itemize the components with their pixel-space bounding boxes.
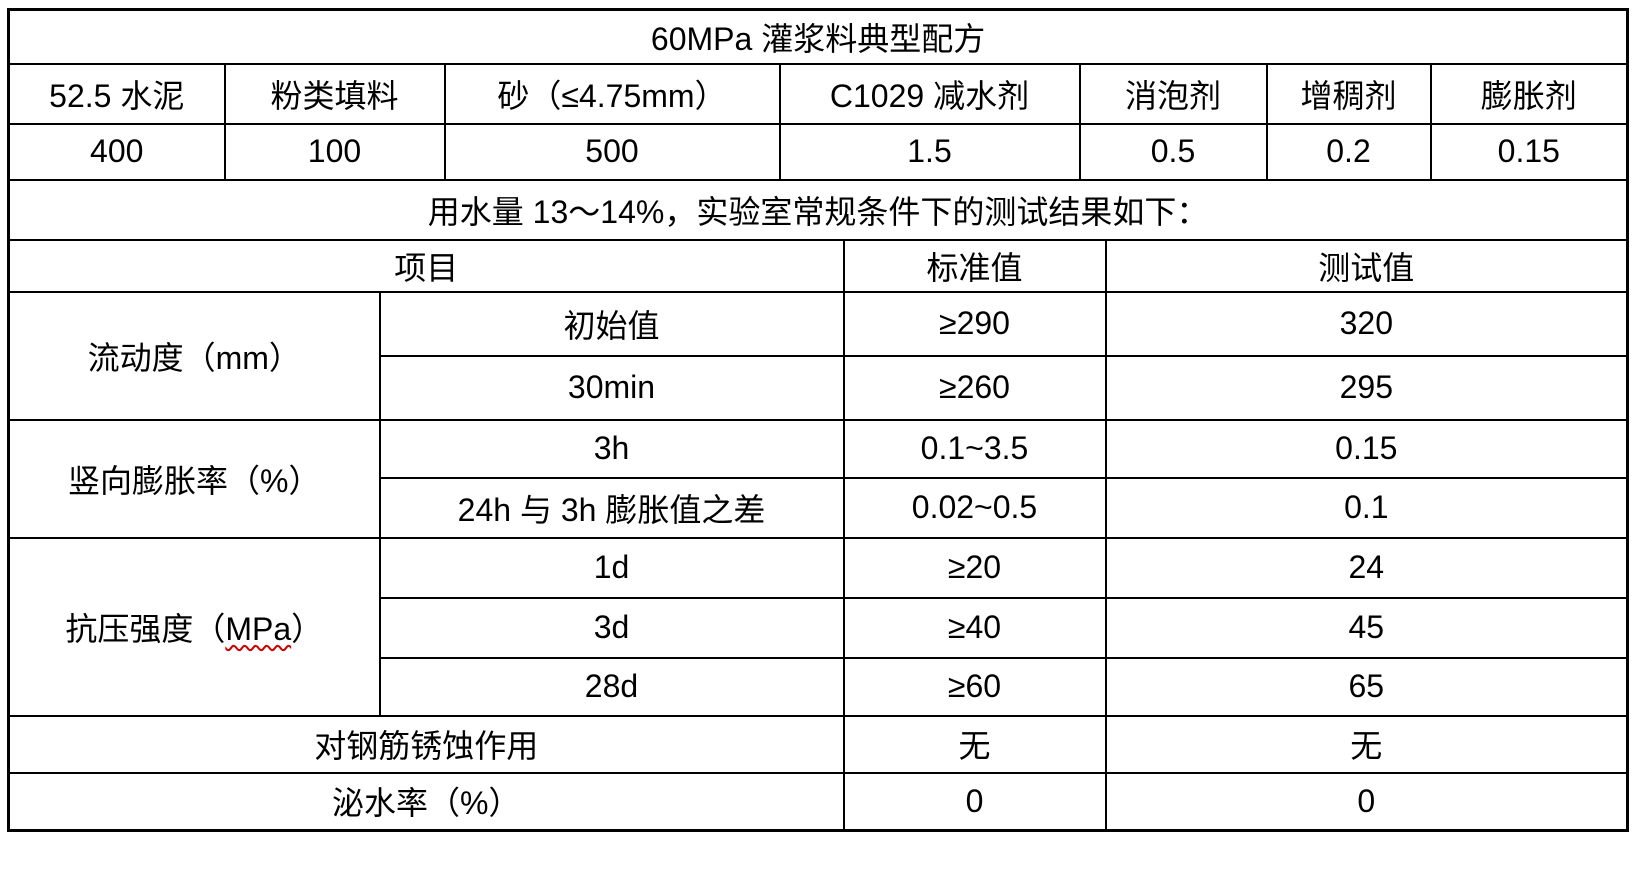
grout-formula-table: 60MPa 灌浆料典型配方 52.5 水泥 粉类填料 砂（≤4.75mm） C1… xyxy=(7,8,1630,832)
item-1d: 1d xyxy=(378,536,845,599)
standard-bleeding-rate: 0 xyxy=(842,771,1107,832)
test-bleeding-rate: 0 xyxy=(1104,771,1629,832)
item-28d: 28d xyxy=(378,656,845,717)
formula-header-expander: 膨胀剂 xyxy=(1429,62,1629,125)
standard-1d: ≥20 xyxy=(842,536,1107,599)
standard-30min: ≥260 xyxy=(842,354,1107,421)
standard-3d: ≥40 xyxy=(842,596,1107,659)
test-24h-3h-diff: 0.1 xyxy=(1104,476,1629,539)
strength-label-prefix: 抗压强度（ xyxy=(65,610,226,647)
table-row: 28d ≥60 65 xyxy=(9,656,1629,717)
table-row: 项目 标准值 测试值 xyxy=(7,238,1629,293)
table-row: 竖向膨胀率（%） 3h 0.1~3.5 0.15 xyxy=(7,418,1629,539)
table-row: 泌水率（%） 0 0 xyxy=(7,771,1629,832)
test-rebar-rust-effect: 无 xyxy=(1104,714,1629,774)
item-30min: 30min xyxy=(378,354,845,421)
formula-value-expander: 0.15 xyxy=(1429,122,1629,181)
standard-28d: ≥60 xyxy=(842,656,1107,717)
group-label-vertical-expansion: 竖向膨胀率（%） xyxy=(7,418,381,539)
item-24h-3h-diff: 24h 与 3h 膨胀值之差 xyxy=(378,476,845,539)
test-3d: 45 xyxy=(1104,596,1629,659)
table-row: 400 100 500 1.5 0.5 0.2 0.15 xyxy=(7,122,1629,181)
formula-value-cement: 400 xyxy=(7,122,226,181)
strength-label-unit: MPa xyxy=(225,610,292,647)
test-initial-value: 320 xyxy=(1104,290,1629,357)
formula-header-powder-filler: 粉类填料 xyxy=(223,62,446,125)
group-label-fluidity: 流动度（mm） xyxy=(7,290,381,421)
results-header-test: 测试值 xyxy=(1104,238,1629,293)
formula-header-water-reducer: C1029 减水剂 xyxy=(778,62,1081,125)
test-1d: 24 xyxy=(1104,536,1629,599)
formula-value-sand: 500 xyxy=(443,122,781,181)
table-row: 30min ≥260 295 xyxy=(9,354,1629,421)
item-rebar-rust-effect: 对钢筋锈蚀作用 xyxy=(7,714,845,774)
formula-header-thickener: 增稠剂 xyxy=(1265,62,1432,125)
table-row: 24h 与 3h 膨胀值之差 0.02~0.5 0.1 xyxy=(9,476,1629,539)
table-row: 抗压强度（MPa） 1d ≥20 24 xyxy=(7,536,1629,717)
formula-header-cement: 52.5 水泥 xyxy=(7,62,226,125)
item-initial-value: 初始值 xyxy=(378,290,845,357)
results-header-item: 项目 xyxy=(7,238,845,293)
strength-label-suffix: ） xyxy=(291,610,324,647)
formula-header-sand: 砂（≤4.75mm） xyxy=(443,62,781,125)
table-row: 流动度（mm） 初始值 ≥290 320 xyxy=(7,290,1629,421)
formula-value-thickener: 0.2 xyxy=(1265,122,1432,181)
formula-value-defoamer: 0.5 xyxy=(1078,122,1268,181)
table-row: 3d ≥40 45 xyxy=(9,596,1629,659)
item-3h: 3h xyxy=(378,418,845,479)
results-header-standard: 标准值 xyxy=(842,238,1107,293)
test-30min: 295 xyxy=(1104,354,1629,421)
table-row: 60MPa 灌浆料典型配方 xyxy=(7,8,1629,65)
water-usage-note: 用水量 13～14%，实验室常规条件下的测试结果如下： xyxy=(7,178,1629,241)
table-row: 用水量 13～14%，实验室常规条件下的测试结果如下： xyxy=(7,178,1629,241)
table-row: 52.5 水泥 粉类填料 砂（≤4.75mm） C1029 减水剂 消泡剂 增稠… xyxy=(7,62,1629,125)
formula-header-defoamer: 消泡剂 xyxy=(1078,62,1268,125)
test-3h: 0.15 xyxy=(1104,418,1629,479)
formula-value-water-reducer: 1.5 xyxy=(778,122,1081,181)
standard-initial-value: ≥290 xyxy=(842,290,1107,357)
table-row: 对钢筋锈蚀作用 无 无 xyxy=(7,714,1629,774)
test-28d: 65 xyxy=(1104,656,1629,717)
standard-3h: 0.1~3.5 xyxy=(842,418,1107,479)
formula-value-powder-filler: 100 xyxy=(223,122,446,181)
standard-24h-3h-diff: 0.02~0.5 xyxy=(842,476,1107,539)
item-bleeding-rate: 泌水率（%） xyxy=(7,771,845,832)
table-title: 60MPa 灌浆料典型配方 xyxy=(7,8,1629,65)
group-label-compressive-strength: 抗压强度（MPa） xyxy=(7,536,381,717)
item-3d: 3d xyxy=(378,596,845,659)
standard-rebar-rust-effect: 无 xyxy=(842,714,1107,774)
